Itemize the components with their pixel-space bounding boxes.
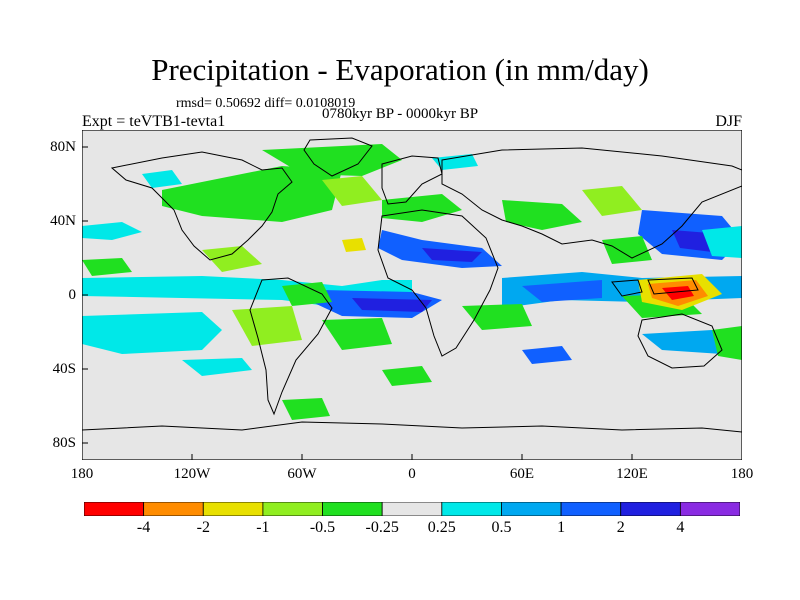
colorbar-label: 4: [676, 519, 685, 536]
field-blob: [282, 398, 330, 420]
field-blob: [282, 282, 332, 306]
field-blob: [382, 194, 462, 222]
colorbar-box: [202, 502, 264, 516]
lon-tick-label: 180: [70, 466, 94, 482]
coastline-africa: [377, 209, 499, 357]
field-blob: [322, 318, 392, 350]
lon-tick-label: 60W: [287, 466, 317, 482]
field-blob: [702, 226, 742, 258]
colorbar-box: [679, 502, 740, 516]
field-blob: [582, 186, 642, 216]
coastline-asia: [441, 147, 742, 259]
colorbar-label: -0.25: [365, 519, 399, 536]
field-blob: [712, 326, 742, 360]
field-blob: [322, 176, 382, 206]
field-blob: [382, 366, 432, 386]
lat-tick-label: 80N: [50, 139, 76, 155]
field-blob: [602, 236, 652, 264]
field-blob: [142, 170, 182, 188]
lat-tick-label: 80S: [52, 435, 76, 451]
coastline-europe: [381, 155, 443, 205]
coastline-north-america: [110, 151, 293, 261]
coastline-australia: [637, 313, 723, 369]
colorbar-box: [441, 502, 502, 516]
experiment-label: Expt = teVTB1-tevta1: [82, 113, 226, 130]
field-blob: [182, 358, 252, 376]
colorbar-label: 0.5: [491, 519, 512, 536]
field-blob: [342, 238, 366, 252]
stats-label: rmsd= 0.50692 diff= 0.0108019: [176, 96, 356, 111]
coastline-greenland: [303, 137, 373, 177]
colorbar-box: [322, 502, 383, 516]
lon-tick-label: 0: [408, 466, 416, 482]
colorbar-label: -2: [196, 519, 210, 536]
field-blob: [352, 298, 432, 312]
lon-tick-label: 180: [730, 466, 754, 482]
field-anomalies: [82, 144, 742, 420]
season-label: DJF: [715, 113, 742, 130]
field-blob: [162, 166, 342, 222]
lat-tick-label: 0: [68, 287, 77, 303]
colorbar-label: -0.5: [309, 519, 336, 536]
field-blob: [232, 306, 302, 346]
field-blob: [432, 154, 478, 170]
lat-tick-label: 40N: [50, 213, 76, 229]
field-blob: [82, 312, 222, 354]
colorbar-box: [501, 502, 562, 516]
field-blob: [202, 246, 262, 272]
colorbar-label: -4: [136, 519, 151, 536]
field-blob: [502, 200, 582, 230]
coastline-south-america: [249, 277, 333, 416]
field-blob: [422, 248, 482, 262]
colorbar-label: 0.25: [427, 519, 456, 536]
field-blob: [82, 222, 142, 240]
coastline-antarctica: [82, 421, 742, 433]
colorbar-box: [84, 502, 145, 516]
coastlines: [82, 137, 742, 433]
field-blob: [522, 280, 602, 302]
map-title: Precipitation - Evaporation (in mm/day): [151, 52, 649, 87]
colorbar-box: [262, 502, 323, 516]
colorbar-box: [620, 502, 681, 516]
coastline-maritime-continent: [611, 277, 699, 297]
lon-tick-label: 120W: [173, 466, 211, 482]
tick-marks: [82, 146, 633, 460]
colorbar-label: 2: [616, 519, 625, 536]
map-panel: [82, 130, 742, 460]
field-blob: [522, 346, 572, 364]
period-label: 0780kyr BP - 0000kyr BP: [322, 106, 479, 122]
field-blob: [662, 286, 694, 300]
colorbar-box: [560, 502, 622, 516]
colorbar: [84, 502, 740, 516]
lon-tick-label: 120E: [616, 466, 648, 482]
colorbar-box: [143, 502, 204, 516]
field-blob: [82, 258, 132, 276]
lon-tick-label: 60E: [509, 466, 535, 482]
colorbar-label: 1: [557, 519, 566, 536]
colorbar-box: [381, 502, 443, 516]
lat-tick-label: 40S: [52, 361, 76, 377]
colorbar-label: -1: [256, 519, 270, 536]
